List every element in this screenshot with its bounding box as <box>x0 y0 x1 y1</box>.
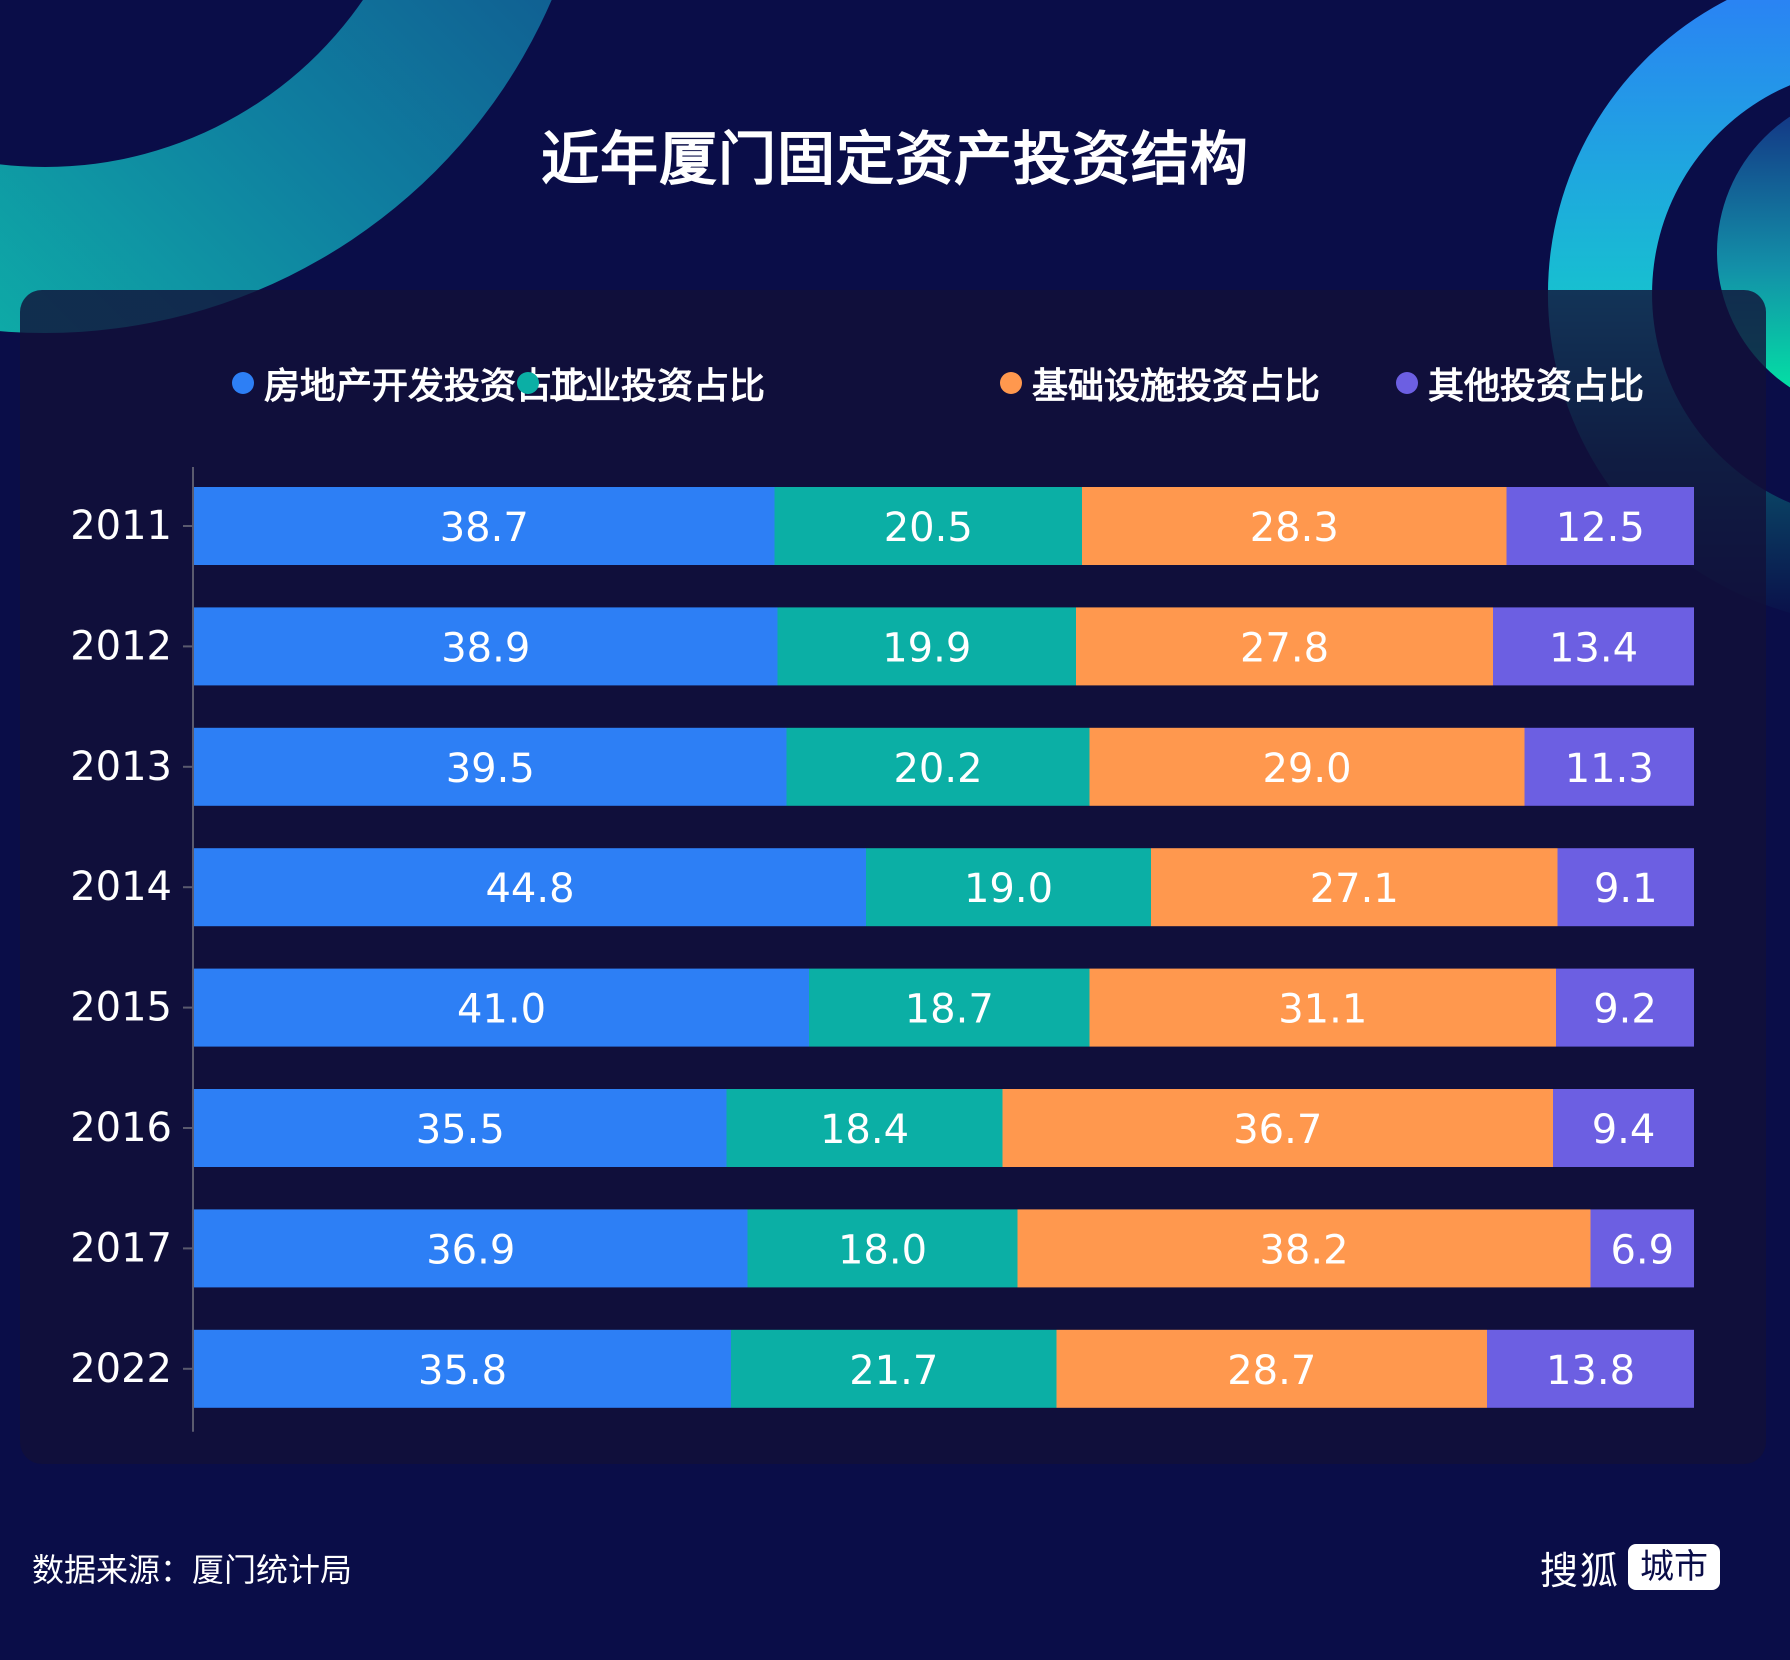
bar-segment[interactable] <box>1556 968 1694 1047</box>
bar-segment[interactable] <box>194 1209 748 1288</box>
data-label: 27.8 <box>1240 625 1329 671</box>
data-label: 44.8 <box>485 866 574 912</box>
bar-segment[interactable] <box>1089 968 1557 1047</box>
data-label: 9.2 <box>1593 987 1657 1033</box>
data-label: 31.1 <box>1278 987 1367 1033</box>
y-tick-label: 2013 <box>70 744 172 790</box>
bar-segment[interactable] <box>1506 487 1695 565</box>
data-label: 29.0 <box>1262 746 1351 792</box>
legend-label: 基础设施投资占比 <box>1032 366 1321 407</box>
legend-dot-icon <box>1000 372 1022 394</box>
data-label: 19.9 <box>882 625 971 671</box>
y-tick-label: 2012 <box>70 623 172 669</box>
legend-dot-icon <box>1396 372 1418 394</box>
y-tick-label: 2014 <box>70 864 172 910</box>
data-label: 39.5 <box>446 746 535 792</box>
data-label: 38.2 <box>1259 1227 1348 1273</box>
data-label: 36.9 <box>426 1227 515 1273</box>
bar-segment[interactable] <box>809 968 1090 1047</box>
data-source: 数据来源：厦门统计局 <box>32 1551 353 1589</box>
bar-segment[interactable] <box>774 487 1083 565</box>
y-tick-label: 2022 <box>70 1346 172 1392</box>
bar-segment[interactable] <box>1493 607 1694 686</box>
y-tick-label: 2011 <box>70 503 172 549</box>
bar-segment[interactable] <box>194 848 866 927</box>
y-tick-label: 2017 <box>70 1225 172 1271</box>
data-label: 38.9 <box>441 625 530 671</box>
data-label: 21.7 <box>849 1348 938 1394</box>
bar-segment[interactable] <box>1553 1089 1694 1167</box>
bar-segment[interactable] <box>194 968 809 1047</box>
legend-item-infrastructure[interactable]: 基础设施投资占比 <box>1000 358 1320 408</box>
y-tick-label: 2016 <box>70 1105 172 1151</box>
data-label: 18.7 <box>905 987 994 1033</box>
chart-title: 近年厦门固定资产投资结构 <box>540 125 1249 193</box>
data-label: 28.3 <box>1250 505 1339 551</box>
bar-segment[interactable] <box>1017 1209 1591 1288</box>
left-ring-decoration <box>0 0 552 333</box>
data-label: 18.4 <box>820 1107 909 1153</box>
bar-segment[interactable] <box>786 727 1090 806</box>
data-label: 19.0 <box>964 866 1053 912</box>
bar-segment[interactable] <box>1590 1209 1695 1288</box>
data-label: 36.7 <box>1233 1107 1322 1153</box>
data-label: 20.2 <box>893 746 982 792</box>
data-label: 41.0 <box>457 987 546 1033</box>
data-label: 12.5 <box>1556 505 1645 551</box>
bar-segment[interactable] <box>1557 848 1695 927</box>
bar-segment[interactable] <box>1524 727 1695 806</box>
bar-segment[interactable] <box>194 1329 731 1408</box>
legend-dot-icon <box>232 372 254 394</box>
legend-label: 其他投资占比 <box>1428 366 1645 407</box>
bar-segment[interactable] <box>194 727 787 806</box>
bar-segment[interactable] <box>1056 1329 1488 1408</box>
data-label: 11.3 <box>1565 746 1654 792</box>
data-label: 27.1 <box>1310 866 1399 912</box>
bar-segment[interactable] <box>726 1089 1003 1167</box>
bar-segment[interactable] <box>747 1209 1018 1288</box>
data-label: 35.5 <box>416 1107 505 1153</box>
data-label: 20.5 <box>884 505 973 551</box>
data-label: 35.8 <box>418 1348 507 1394</box>
data-label: 9.4 <box>1592 1107 1656 1153</box>
legend-item-other[interactable]: 其他投资占比 <box>1396 358 1644 408</box>
bar-segment[interactable] <box>194 607 778 686</box>
logo-main-text: 搜狐 <box>1540 1548 1621 1593</box>
data-label: 13.4 <box>1549 625 1638 671</box>
bar-segment[interactable] <box>194 487 775 565</box>
data-label: 6.9 <box>1610 1227 1674 1273</box>
data-label: 18.0 <box>838 1227 927 1273</box>
bar-segment[interactable] <box>866 848 1151 927</box>
data-label: 9.1 <box>1594 866 1658 912</box>
data-label: 38.7 <box>440 505 529 551</box>
sohu-city-logo: 搜狐 城市 <box>1540 1542 1721 1593</box>
legend-item-industry[interactable]: 工业投资占比 <box>517 358 765 408</box>
bar-segment[interactable] <box>777 607 1077 686</box>
bar-segment[interactable] <box>194 1089 727 1167</box>
bar-segment[interactable] <box>1151 848 1558 927</box>
bar-segment[interactable] <box>731 1329 1057 1408</box>
logo-badge: 城市 <box>1628 1544 1721 1590</box>
bar-segment[interactable] <box>1089 727 1525 806</box>
y-tick-label: 2015 <box>70 985 172 1031</box>
data-label: 28.7 <box>1227 1348 1316 1394</box>
bar-segment[interactable] <box>1487 1329 1694 1408</box>
bar-segment[interactable] <box>1002 1089 1554 1167</box>
bar-segment[interactable] <box>1082 487 1507 565</box>
legend-label: 工业投资占比 <box>549 366 766 407</box>
legend-dot-icon <box>517 372 539 394</box>
data-label: 13.8 <box>1546 1348 1635 1394</box>
legend: 房地产开发投资占比 工业投资占比 基础设施投资占比 其他投资占比 <box>0 358 1790 408</box>
bar-segment[interactable] <box>1076 607 1493 686</box>
